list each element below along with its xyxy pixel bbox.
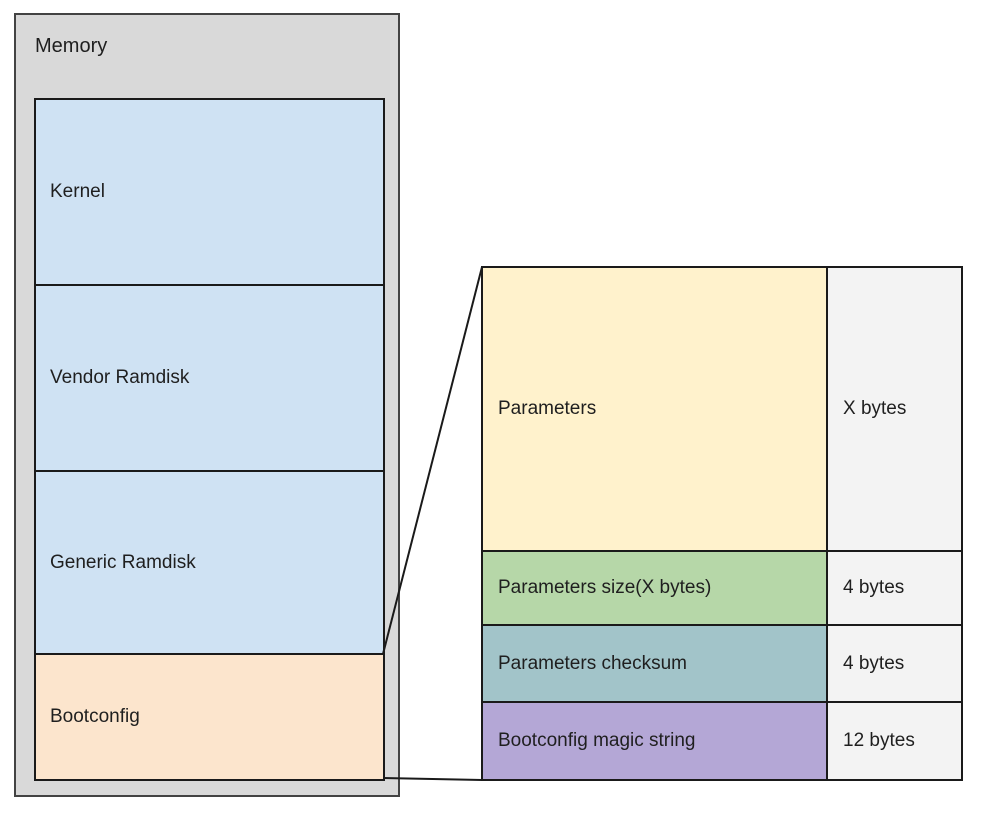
detail-label-magic-string: Bootconfig magic string — [498, 730, 696, 751]
detail-row-parameters-size: Parameters size(X bytes) 4 bytes — [481, 550, 963, 626]
detail-cell-parameters-size: Parameters size(X bytes) — [481, 550, 828, 626]
memory-block-generic-ramdisk-label: Generic Ramdisk — [50, 551, 196, 573]
detail-size-parameters-size: 4 bytes — [826, 550, 963, 626]
detail-cell-parameters-checksum: Parameters checksum — [481, 624, 828, 703]
memory-container-box: Memory Kernel Vendor Ramdisk Generic Ram… — [14, 13, 400, 797]
detail-size-parameters: X bytes — [826, 266, 963, 552]
detail-size-parameters-label: X bytes — [843, 398, 907, 419]
detail-label-parameters-size: Parameters size(X bytes) — [498, 577, 712, 598]
detail-label-parameters: Parameters — [498, 398, 597, 419]
detail-cell-parameters: Parameters — [481, 266, 828, 552]
detail-size-parameters-size-label: 4 bytes — [843, 577, 905, 598]
memory-block-vendor-ramdisk-label: Vendor Ramdisk — [50, 367, 190, 388]
detail-cell-magic-string: Bootconfig magic string — [481, 701, 828, 781]
memory-block-vendor-ramdisk: Vendor Ramdisk — [34, 284, 385, 472]
detail-row-parameters: Parameters X bytes — [481, 266, 963, 552]
detail-label-parameters-checksum: Parameters checksum — [498, 652, 688, 674]
bootconfig-detail-panel: Parameters X bytes Parameters size(X byt… — [481, 266, 963, 781]
memory-title: Memory — [35, 35, 108, 57]
memory-block-kernel: Kernel — [34, 98, 385, 286]
detail-row-magic-string: Bootconfig magic string 12 bytes — [481, 701, 963, 781]
detail-size-magic-string: 12 bytes — [826, 701, 963, 781]
detail-size-parameters-checksum: 4 bytes — [826, 624, 963, 703]
detail-row-parameters-checksum: Parameters checksum 4 bytes — [481, 624, 963, 703]
memory-block-bootconfig: Bootconfig — [34, 653, 385, 781]
detail-size-magic-string-label: 12 bytes — [843, 730, 915, 751]
memory-block-kernel-label: Kernel — [50, 181, 105, 202]
memory-block-bootconfig-label: Bootconfig — [50, 706, 140, 727]
detail-size-parameters-checksum-label: 4 bytes — [843, 652, 905, 674]
memory-block-generic-ramdisk: Generic Ramdisk — [34, 470, 385, 655]
